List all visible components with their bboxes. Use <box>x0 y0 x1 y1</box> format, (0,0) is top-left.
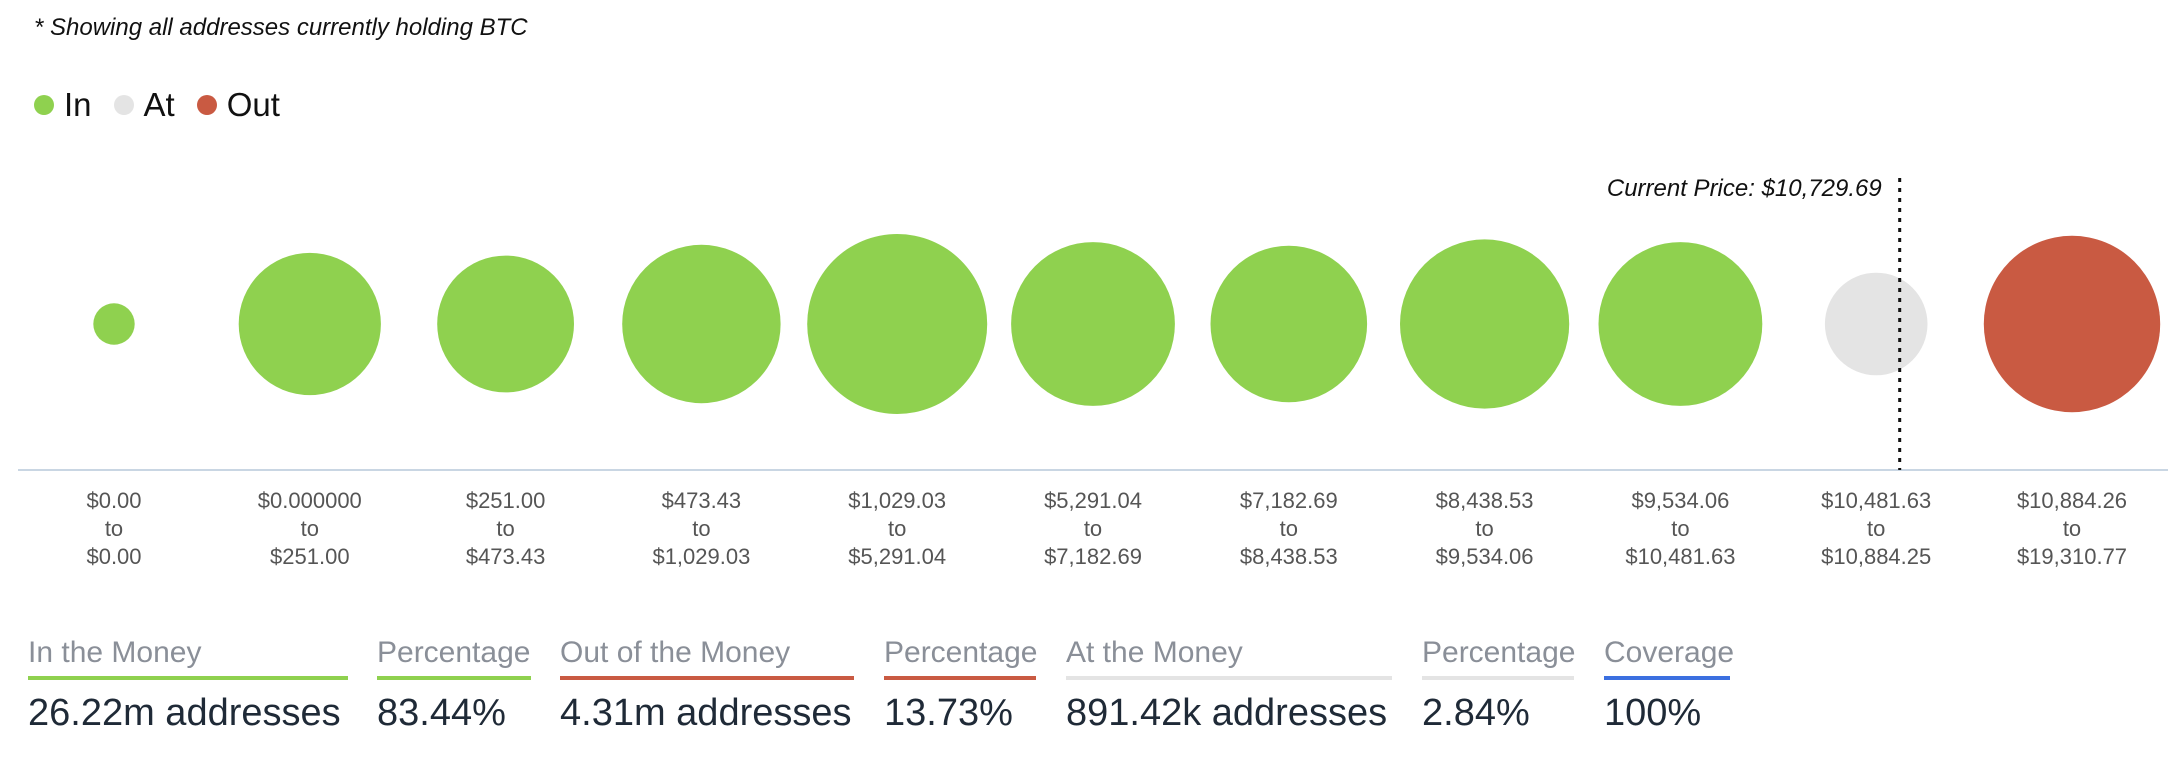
stat-bar-out-of-the-money <box>560 676 854 680</box>
stat-out-of-the-money: Out of the Money 4.31m addresses <box>560 636 854 735</box>
stat-value-at-percentage: 2.84% <box>1422 692 1530 734</box>
stat-bar-at-percentage <box>1422 676 1574 680</box>
tick-label-from-3: $473.43 <box>662 488 742 513</box>
legend-item-at[interactable]: At <box>113 86 175 124</box>
tick-label-to-3: $1,029.03 <box>652 544 750 569</box>
legend-item-out[interactable]: Out <box>196 86 280 124</box>
tick-label-to-word-9: to <box>1867 516 1885 541</box>
tick-label-from-0: $0.00 <box>86 488 141 513</box>
tick-label-to-word-10: to <box>2063 516 2081 541</box>
tick-label-to-5: $7,182.69 <box>1044 544 1142 569</box>
tick-label-to-6: $8,438.53 <box>1240 544 1338 569</box>
legend-item-in[interactable]: In <box>34 86 92 124</box>
stat-label-at-percentage: Percentage <box>1422 636 1576 669</box>
tick-label-to-word-4: to <box>888 516 906 541</box>
stat-at-percentage: Percentage 2.84% <box>1422 636 1576 735</box>
stat-value-in-percentage: 83.44% <box>377 692 506 734</box>
legend-label-at: At <box>143 86 175 123</box>
tick-label-from-9: $10,481.63 <box>1821 488 1931 513</box>
tick-label-to-7: $9,534.06 <box>1436 544 1534 569</box>
tick-label-to-word-8: to <box>1671 516 1689 541</box>
tick-label-from-8: $9,534.06 <box>1631 488 1729 513</box>
tick-label-from-4: $1,029.03 <box>848 488 946 513</box>
stat-label-out-of-the-money: Out of the Money <box>560 636 791 669</box>
legend-label-in: In <box>64 86 92 123</box>
bubble-in-5 <box>1011 242 1175 406</box>
stat-label-in-the-money: In the Money <box>28 636 202 669</box>
stat-bar-in-percentage <box>377 676 531 680</box>
stat-label-at-the-money: At the Money <box>1066 636 1243 669</box>
bubble-at-9 <box>1824 272 1928 376</box>
tick-label-to-10: $19,310.77 <box>2017 544 2127 569</box>
bubble-in-0 <box>93 303 135 345</box>
stat-bar-at-the-money <box>1066 676 1392 680</box>
tick-label-from-6: $7,182.69 <box>1240 488 1338 513</box>
chart-legend: In At Out <box>34 86 302 124</box>
tick-label-to-word-7: to <box>1475 516 1493 541</box>
stat-value-at-the-money: 891.42k addresses <box>1066 692 1388 734</box>
tick-label-to-word-0: to <box>105 516 123 541</box>
stat-value-out-percentage: 13.73% <box>884 692 1013 734</box>
tick-label-to-word-1: to <box>301 516 319 541</box>
legend-label-out: Out <box>226 86 280 123</box>
stat-label-out-percentage: Percentage <box>884 636 1038 669</box>
chart-note: * Showing all addresses currently holdin… <box>34 14 528 41</box>
stat-out-percentage: Percentage 13.73% <box>884 636 1038 735</box>
tick-label-to-0: $0.00 <box>86 544 141 569</box>
stat-value-in-the-money: 26.22m addresses <box>28 692 341 734</box>
stat-bar-coverage <box>1604 676 1730 680</box>
stat-at-the-money: At the Money 891.42k addresses <box>1066 636 1392 735</box>
bubble-out-10 <box>1983 235 2161 413</box>
tick-label-to-1: $251.00 <box>270 544 350 569</box>
stat-coverage: Coverage 100% <box>1604 636 1735 735</box>
tick-label-from-1: $0.000000 <box>258 488 362 513</box>
bubble-chart: $0.00 to $0.00 $0.000000 to $251.00 $251.00 to $… <box>18 175 2168 569</box>
stat-label-in-percentage: Percentage <box>377 636 531 669</box>
current-price-label: Current Price: $10,729.69 <box>1607 175 1882 202</box>
tick-label-to-9: $10,884.25 <box>1821 544 1931 569</box>
tick-label-from-10: $10,884.26 <box>2017 488 2127 513</box>
legend-dot-out <box>196 95 217 115</box>
tick-label-to-4: $5,291.04 <box>848 544 946 569</box>
tick-label-to-8: $10,481.63 <box>1625 544 1735 569</box>
legend-dot-in <box>34 95 54 115</box>
tick-label-to-word-3: to <box>692 516 710 541</box>
stat-bar-in-the-money <box>28 676 348 680</box>
tick-label-from-5: $5,291.04 <box>1044 488 1142 513</box>
bubble-in-4 <box>807 234 988 414</box>
stat-bar-out-percentage <box>884 676 1036 680</box>
stat-value-out-of-the-money: 4.31m addresses <box>560 692 852 734</box>
tick-label-from-7: $8,438.53 <box>1436 488 1534 513</box>
tick-label-to-2: $473.43 <box>466 544 546 569</box>
stat-label-coverage: Coverage <box>1604 636 1735 669</box>
legend-dot-at <box>113 95 134 115</box>
tick-label-to-word-6: to <box>1280 516 1298 541</box>
tick-label-from-2: $251.00 <box>466 488 546 513</box>
bubble-in-8 <box>1598 242 1763 406</box>
bubble-in-7 <box>1400 239 1570 409</box>
tick-label-to-word-5: to <box>1084 516 1102 541</box>
stat-in-percentage: Percentage 83.44% <box>377 636 531 735</box>
stat-in-the-money: In the Money 26.22m addresses <box>28 636 348 735</box>
tick-label-to-word-2: to <box>496 516 514 541</box>
bubble-in-2 <box>437 255 574 393</box>
bubble-in-3 <box>622 244 781 404</box>
bubble-in-1 <box>238 252 381 396</box>
bubble-in-6 <box>1210 245 1368 403</box>
stat-value-coverage: 100% <box>1604 692 1702 734</box>
